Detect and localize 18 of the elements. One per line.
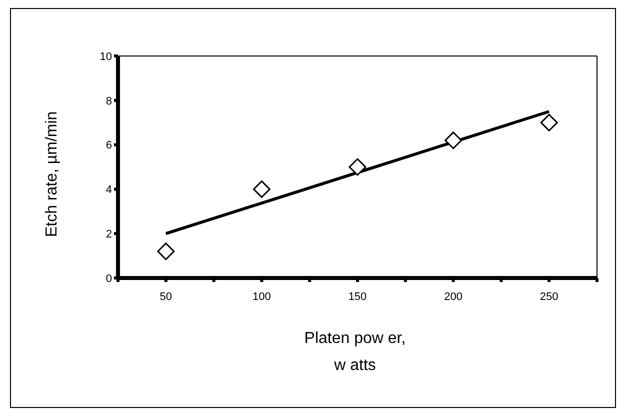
x-tick-label: 50	[160, 290, 172, 303]
y-axis-title: Etch rate, µm/min	[44, 111, 61, 237]
point	[348, 158, 366, 176]
y-tick-label: 4	[106, 184, 112, 196]
point	[444, 132, 462, 150]
point	[252, 180, 270, 198]
y-tick-label: 2	[106, 228, 112, 241]
point	[540, 114, 558, 132]
y-tick-label: 0	[106, 272, 112, 285]
y-tick-label: 8	[106, 95, 112, 108]
point	[157, 242, 175, 260]
x-tick-label: 150	[348, 290, 367, 303]
x-tick-label: 100	[252, 290, 271, 303]
x-tick-label: 250	[540, 290, 558, 303]
x-axis-title: Platen pow er, w atts	[303, 329, 407, 376]
y-tick-label: 10	[100, 50, 112, 63]
x-tick-label: 200	[444, 290, 462, 303]
y-tick-label: 6	[106, 140, 112, 152]
